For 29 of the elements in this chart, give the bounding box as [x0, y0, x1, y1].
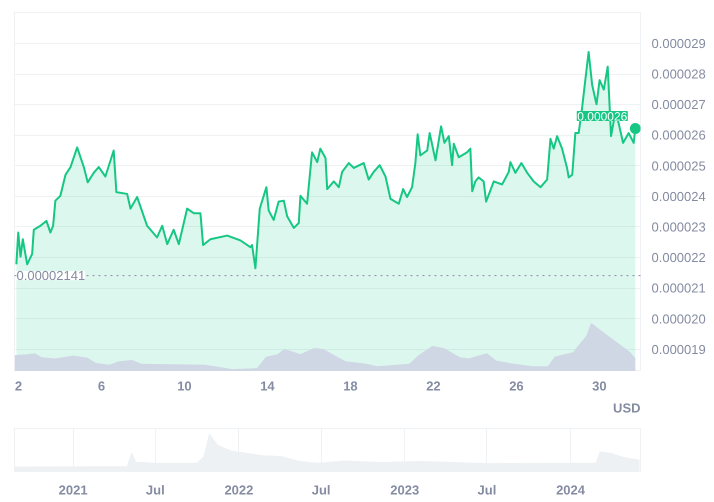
y-tick-label: 0.000026 — [652, 128, 706, 143]
y-tick-label: 0.000029 — [652, 36, 706, 51]
x-tick-label: 2 — [14, 378, 22, 394]
x-tick-label: 10 — [177, 378, 192, 394]
y-tick-label: 0.000027 — [652, 97, 706, 112]
x-tick-label: 30 — [592, 378, 607, 394]
y-tick-label: 0.000023 — [652, 219, 706, 234]
x-tick-label: 2023 — [390, 482, 420, 498]
y-tick-label: 0.000024 — [652, 188, 706, 204]
y-tick-label: 0.000021 — [652, 280, 706, 296]
x-tick-label: 18 — [343, 378, 358, 394]
y-tick-label: 0.000025 — [652, 158, 706, 174]
x-tick-label: 2022 — [224, 482, 254, 498]
x-tick-label: 14 — [260, 378, 276, 394]
x-tick-label: Jul — [478, 482, 496, 498]
y-tick-label: 0.000022 — [652, 250, 706, 266]
ref-line-label: 0.00002141 — [16, 268, 86, 284]
annotation: 0.000026 — [577, 109, 628, 124]
y-tick-label: 0.000028 — [652, 66, 706, 82]
text: USD — [613, 400, 641, 416]
y-tick-label: 0.000019 — [652, 342, 706, 357]
x-tick-label: 22 — [426, 378, 441, 394]
x-tick-label: Jul — [146, 482, 165, 498]
x-tick-label: 2021 — [58, 482, 88, 498]
x-tick-label: 6 — [98, 378, 106, 394]
x-tick-label: 2024 — [556, 482, 586, 498]
x-tick-label: 26 — [509, 378, 524, 394]
y-tick-label: 0.000020 — [652, 311, 706, 326]
x-tick-label: Jul — [312, 482, 331, 498]
